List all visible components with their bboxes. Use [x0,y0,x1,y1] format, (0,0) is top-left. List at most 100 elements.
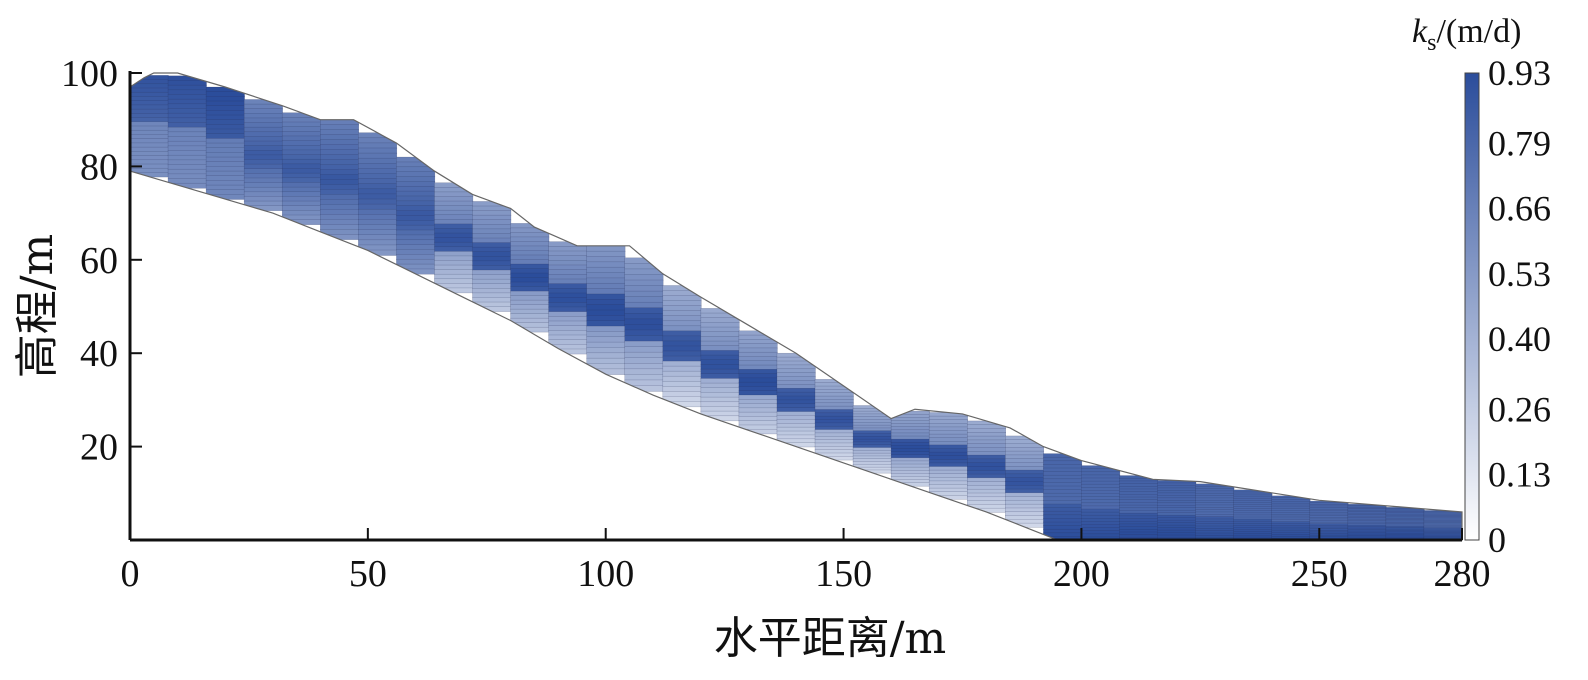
ks-cell [320,204,359,211]
ks-cell [662,380,702,387]
ks-cell [624,351,664,359]
y-axis-title: 高程/m [12,234,63,379]
ks-cell [548,330,588,336]
ks-cell [281,126,321,132]
slope-outline [129,72,1463,541]
ks-cell [472,283,512,289]
ks-cell [205,152,245,158]
ks-cell [205,170,245,177]
ks-cell [358,203,398,210]
ks-cell [243,177,283,184]
ks-cell [434,219,474,225]
ks-cell [548,292,588,299]
ks-cell [548,269,588,275]
ks-cell [167,122,207,128]
ks-cell [281,196,321,202]
ks-cell [472,201,512,207]
ks-cell [167,131,207,138]
ks-cell [281,163,321,170]
ks-cell [738,399,778,405]
ks-cell [281,131,321,137]
x-tick-label: 280 [1434,553,1491,595]
ks-cell [320,124,359,131]
ks-cell [320,134,359,141]
axes: 0 50 100 150 200 250 280 20 40 60 80 100 [61,53,1491,595]
colorbar-gradient [1464,72,1480,541]
ks-cell [396,176,436,183]
ks-cell [662,325,702,332]
ks-cell [205,100,245,107]
colorbar-tick-label: 0.66 [1488,189,1551,229]
ks-cell [434,200,474,207]
ks-cell [396,195,436,202]
ks-cell [624,307,664,314]
ks-cell [472,242,512,248]
colorbar-tick-label: 0.26 [1488,389,1551,429]
ks-cell [662,330,702,337]
ks-cell [358,234,398,241]
ks-cell [130,75,169,81]
ks-cell [738,373,778,379]
ks-cell [662,386,702,392]
ks-cell [510,232,550,238]
ks-cell [396,200,436,207]
ks-cell [320,164,359,171]
ks-cell [472,274,512,280]
ks-cell [662,310,702,317]
ks-cell [205,110,245,116]
ks-cell [662,315,702,322]
ks-cell [738,343,778,349]
ks-cell [624,346,664,353]
ks-cell [548,320,588,327]
ks-cell [205,189,245,196]
ks-cell [624,324,664,331]
ks-cell [700,345,740,352]
ks-cell [167,80,207,86]
ks-cell [738,403,778,409]
ks-cell [700,322,740,328]
ks-cell [130,142,169,148]
ks-cell [358,152,398,159]
ks-cell [205,124,245,130]
y-tick-label: 40 [80,333,118,375]
ks-cell [662,355,702,362]
ks-cell [167,173,207,180]
ks-cell [167,98,207,105]
x-tick-label: 0 [121,553,140,595]
ks-cell [434,241,474,248]
ks-cell [700,326,740,333]
ks-cell [167,178,207,184]
ks-cell [510,268,550,274]
ks-cell [281,149,321,156]
ks-cell [130,121,169,127]
ks-cell [472,214,512,221]
ks-cell [396,215,436,221]
ks-cell [167,103,207,110]
ks-cell [205,184,245,191]
ks-cell [510,241,550,247]
ks-cell [281,205,321,212]
ks-cell [434,255,474,262]
x-tick-label: 100 [577,553,634,595]
ks-cell [548,311,588,317]
ks-cell [700,312,740,319]
y-tick-label: 80 [80,146,118,188]
ks-cell [130,134,169,140]
ks-cell [205,166,245,172]
ks-cell [320,129,359,136]
ks-cell [320,209,359,215]
ks-cell [358,214,398,221]
ks-cell [700,373,740,380]
ks-cell [358,188,398,195]
colorbar-title-var: k [1412,13,1428,50]
ks-cell [243,150,283,156]
ks-cell [624,335,664,342]
ks-cell [738,356,778,362]
ks-cell [167,136,207,142]
ks-cell [700,401,740,408]
ks-cell [472,292,512,299]
ks-cell [472,278,512,285]
ks-cell [358,157,398,164]
ks-cell [738,420,778,426]
ks-cell [700,317,740,324]
